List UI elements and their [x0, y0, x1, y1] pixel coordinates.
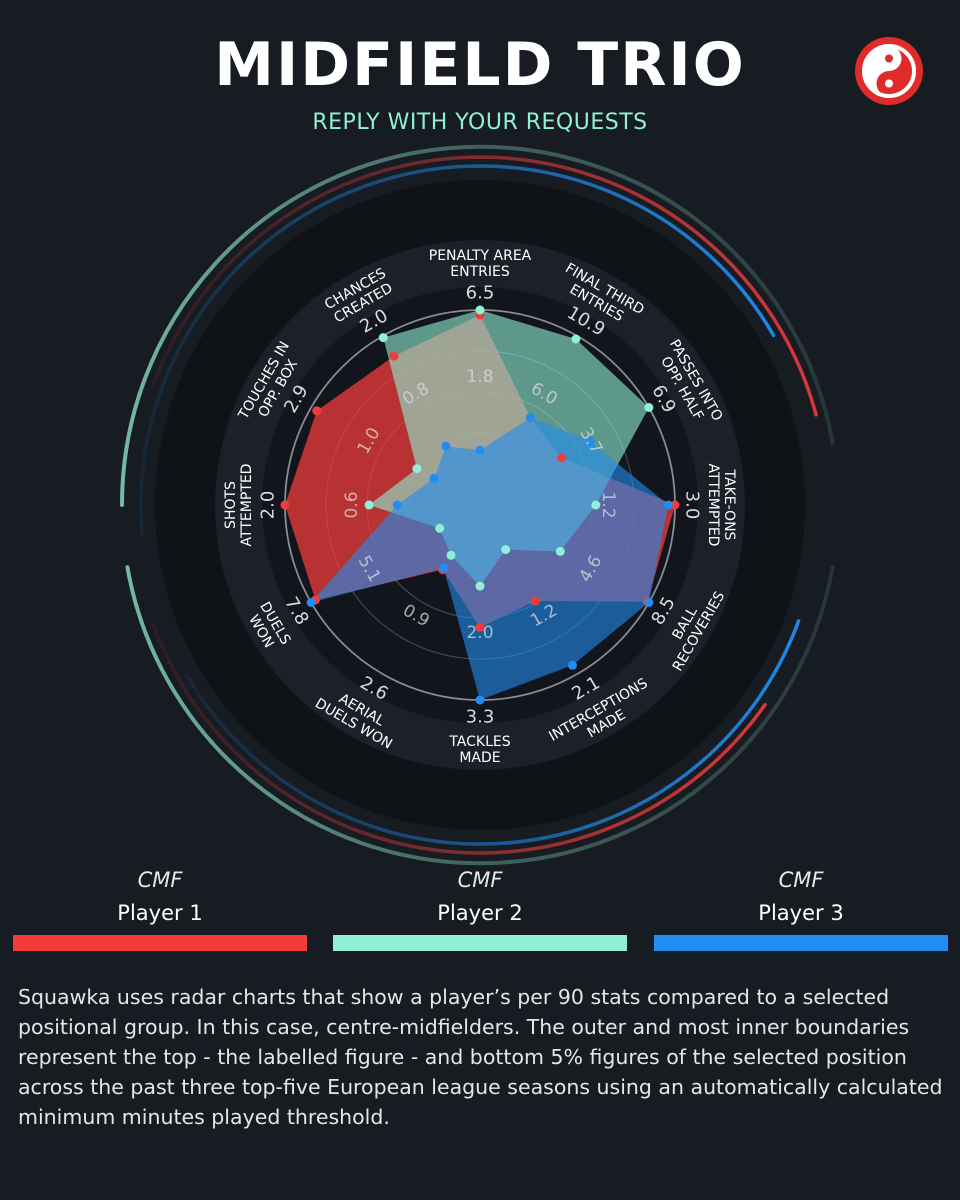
- page-subtitle: REPLY WITH YOUR REQUESTS: [312, 110, 648, 135]
- axis-category-label: TAKE-ONSATTEMPTED: [705, 464, 737, 547]
- axis-inner-label: 0.6: [342, 491, 362, 518]
- data-point-player-1: [312, 406, 322, 416]
- axis-category-label: TACKLES MADE: [448, 734, 510, 766]
- data-point-player-3: [568, 660, 577, 670]
- outer-ring-red-top: [151, 155, 818, 417]
- data-point-player-2: [571, 334, 581, 344]
- data-point-player-3: [441, 441, 451, 451]
- outer-ring-teal-bottom: [125, 565, 835, 866]
- axis-category-label-line: MADE: [459, 750, 500, 766]
- axis-max-label: 6.5: [466, 283, 495, 304]
- data-point-player-2: [435, 523, 445, 533]
- axis-category-label-line: ATTEMPTED: [705, 464, 721, 547]
- axis-max-label: 3.0: [682, 491, 703, 520]
- data-point-player-3: [663, 500, 673, 510]
- legend-position: CMF: [457, 868, 503, 892]
- outer-ring-teal-top: [120, 144, 835, 507]
- legend-player-name: Player 2: [437, 901, 523, 925]
- legend-color-bar-player-2: [333, 935, 627, 951]
- data-point-player-2: [501, 545, 511, 555]
- axis-inner-label: 1.2: [598, 491, 618, 518]
- data-point-player-2: [364, 500, 374, 510]
- description-text: Squawka uses radar charts that show a pl…: [18, 985, 943, 1129]
- legend-player-name: Player 1: [117, 901, 203, 925]
- data-point-player-3: [429, 473, 439, 483]
- data-point-player-2: [555, 546, 565, 556]
- data-point-player-2: [591, 500, 601, 510]
- data-point-player-2: [644, 403, 654, 412]
- axis-inner-label: 1.8: [466, 367, 493, 387]
- data-point-player-3: [475, 445, 485, 455]
- data-point-player-2: [475, 581, 485, 591]
- series-area-player-3: [311, 417, 669, 700]
- data-point-player-2: [446, 550, 456, 560]
- legend-color-bar-player-1: [13, 935, 307, 951]
- outer-ring-red-bottom: [151, 622, 767, 855]
- data-point-player-2: [378, 333, 388, 343]
- legend-player-2: CMF Player 2: [333, 868, 627, 931]
- legend-player-1: CMF Player 1: [13, 868, 307, 931]
- legend-position: CMF: [137, 868, 183, 892]
- data-point-player-1: [389, 351, 399, 361]
- axis-category-label-line: ENTRIES: [450, 264, 510, 280]
- axis-category-label: PENALTY AREA ENTRIES: [429, 248, 532, 280]
- legend-position: CMF: [778, 868, 824, 892]
- outer-ring-blue-top: [139, 164, 776, 537]
- page-title: MIDFIELD TRIO: [214, 30, 746, 100]
- squawka-logo-icon: [855, 37, 923, 105]
- axis-category-label-line: TACKLES: [448, 734, 510, 750]
- axis-category-label: SHOTSATTEMPTED: [223, 464, 255, 547]
- data-point-player-1: [557, 453, 567, 463]
- data-point-player-3: [306, 598, 316, 607]
- axis-category-label-line: SHOTS: [223, 481, 239, 529]
- data-point-player-3: [585, 436, 595, 446]
- data-point-player-3: [644, 598, 654, 607]
- axis-category-label-line: ATTEMPTED: [239, 464, 255, 547]
- data-point-player-1: [280, 500, 290, 510]
- data-point-player-3: [392, 500, 402, 510]
- axis-category-label-line: TAKE-ONS: [721, 469, 737, 541]
- data-point-player-2: [475, 305, 485, 315]
- data-point-player-1: [475, 622, 485, 632]
- data-point-player-1: [670, 500, 680, 510]
- axis-max-label: 3.3: [466, 707, 495, 728]
- data-point-player-3: [439, 563, 449, 573]
- axis-category-label-line: PENALTY AREA: [429, 248, 532, 264]
- data-point-player-3: [526, 413, 535, 423]
- legend-color-bar-player-3: [654, 935, 948, 951]
- outer-ring-blue-bottom: [184, 619, 801, 846]
- axis-max-label: 2.0: [258, 491, 279, 520]
- axis-inner-label: 2.0: [466, 623, 493, 643]
- legend-player-3: CMF Player 3: [654, 868, 948, 931]
- radar-chart: 6.51.810.96.0 6.93.73.01.28.54.62.11.23.3…: [120, 144, 835, 866]
- legend-player-name: Player 3: [758, 901, 844, 925]
- data-point-player-2: [412, 464, 422, 474]
- data-point-player-1: [530, 596, 540, 606]
- data-point-player-3: [475, 695, 485, 705]
